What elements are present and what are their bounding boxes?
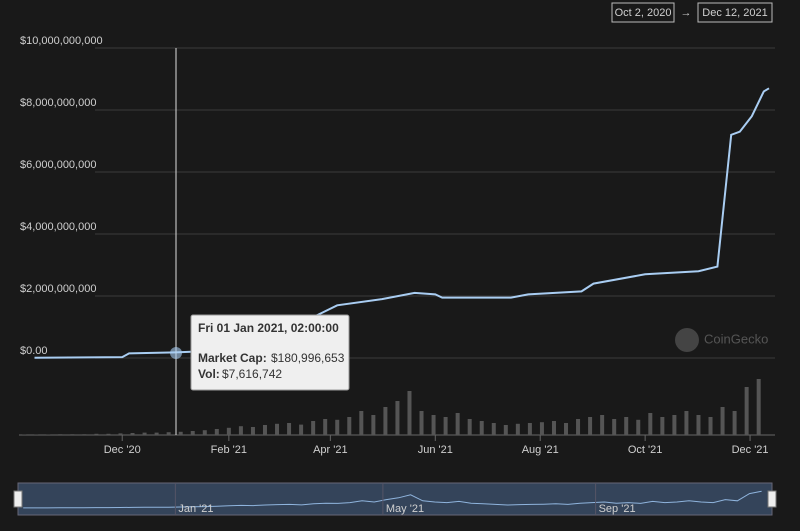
volume-bar [732,411,737,435]
volume-bar [287,423,292,435]
volume-bar [226,427,231,435]
volume-bar [383,407,388,435]
tooltip [190,314,350,391]
navigator-line [23,490,762,509]
volume-bar [335,419,340,435]
volume-bar [275,423,280,435]
volume-bar [624,417,629,435]
volume-bar [515,423,520,435]
y-tick-label: $2,000,000,000 [20,283,96,295]
volume-bar [202,430,207,435]
x-tick-label: Aug '21 [522,444,559,456]
x-tick-label: Dec '20 [104,444,141,456]
volume-bar [744,387,749,435]
volume-bar [238,426,243,435]
range-arrow: → [681,7,692,19]
x-tick-label: Apr '21 [313,444,348,456]
y-tick-label: $6,000,000,000 [20,159,96,171]
hover-point [170,347,182,359]
volume-bar [720,407,725,435]
volume-bar [708,417,713,435]
volume-bar [142,432,147,435]
volume-bar [539,422,544,435]
navigator[interactable] [17,482,773,516]
volume-bar [395,401,400,435]
volume-bar [612,419,617,435]
volume-bar [359,411,364,435]
volume-bar [262,425,267,435]
volume-bar [588,417,593,435]
volume-bar [154,432,159,435]
x-tick-label: Dec '21 [732,444,769,456]
volume-bar [299,424,304,435]
tooltip-title: Fri 01 Jan 2021, 02:00:00 [198,321,339,335]
navigator-handle[interactable] [767,490,777,508]
volume-bar [431,415,436,435]
volume-bar [190,431,195,435]
y-tick-label: $0.00 [20,345,48,357]
volume-bar [696,415,701,435]
volume-bar [118,433,123,435]
volume-bar [479,421,484,435]
volume-bar [527,423,532,435]
volume-bar [672,415,677,435]
volume-bar [576,419,581,435]
volume-bar [214,429,219,435]
volume-bar [756,379,761,435]
tooltip-label: Vol: [198,367,220,381]
y-tick-label: $8,000,000,000 [20,97,96,109]
x-tick-label: Oct '21 [628,444,663,456]
volume-bar [94,433,99,435]
volume-bar [455,413,460,435]
tooltip-value: $7,616,742 [222,367,282,381]
tooltip-value: $180,996,653 [271,351,345,365]
navigator-tick-label: May '21 [386,503,424,515]
range-to-box[interactable] [697,2,773,23]
navigator-handle[interactable] [13,490,23,508]
x-tick-label: Jun '21 [418,444,453,456]
volume-bar [551,421,556,435]
volume-bar [130,433,135,435]
volume-bar [636,419,641,435]
volume-bar [684,411,689,435]
volume-bar [82,434,87,435]
volume-bar [106,433,111,435]
x-tick-label: Feb '21 [211,444,247,456]
volume-bar [648,413,653,435]
market-cap-line [34,87,770,359]
navigator-tick-label: Sep '21 [599,503,636,515]
volume-bar [323,419,328,435]
volume-bar [419,411,424,435]
watermark-logo [675,328,699,352]
volume-bar [660,417,665,435]
volume-bar [443,417,448,435]
volume-bar [407,391,412,435]
tooltip-label: Market Cap: [198,351,267,365]
volume-bar [564,423,569,435]
y-tick-label: $4,000,000,000 [20,221,96,233]
range-from-box[interactable] [611,2,675,23]
volume-bar [166,432,171,435]
volume-bar [250,427,255,435]
volume-bar [70,434,75,435]
volume-bar [311,421,316,435]
volume-bar [467,419,472,435]
volume-bar [178,431,183,435]
volume-bar [371,415,376,435]
volume-bar [491,423,496,435]
y-tick-label: $10,000,000,000 [20,35,103,47]
volume-bar [600,415,605,435]
volume-bar [347,417,352,435]
volume-bar [503,425,508,435]
range-from[interactable]: Oct 2, 2020 [615,7,672,19]
watermark: CoinGecko [704,331,768,346]
navigator-tick-label: Jan '21 [178,503,213,515]
range-to[interactable]: Dec 12, 2021 [702,7,767,19]
volume-bar [58,434,63,435]
